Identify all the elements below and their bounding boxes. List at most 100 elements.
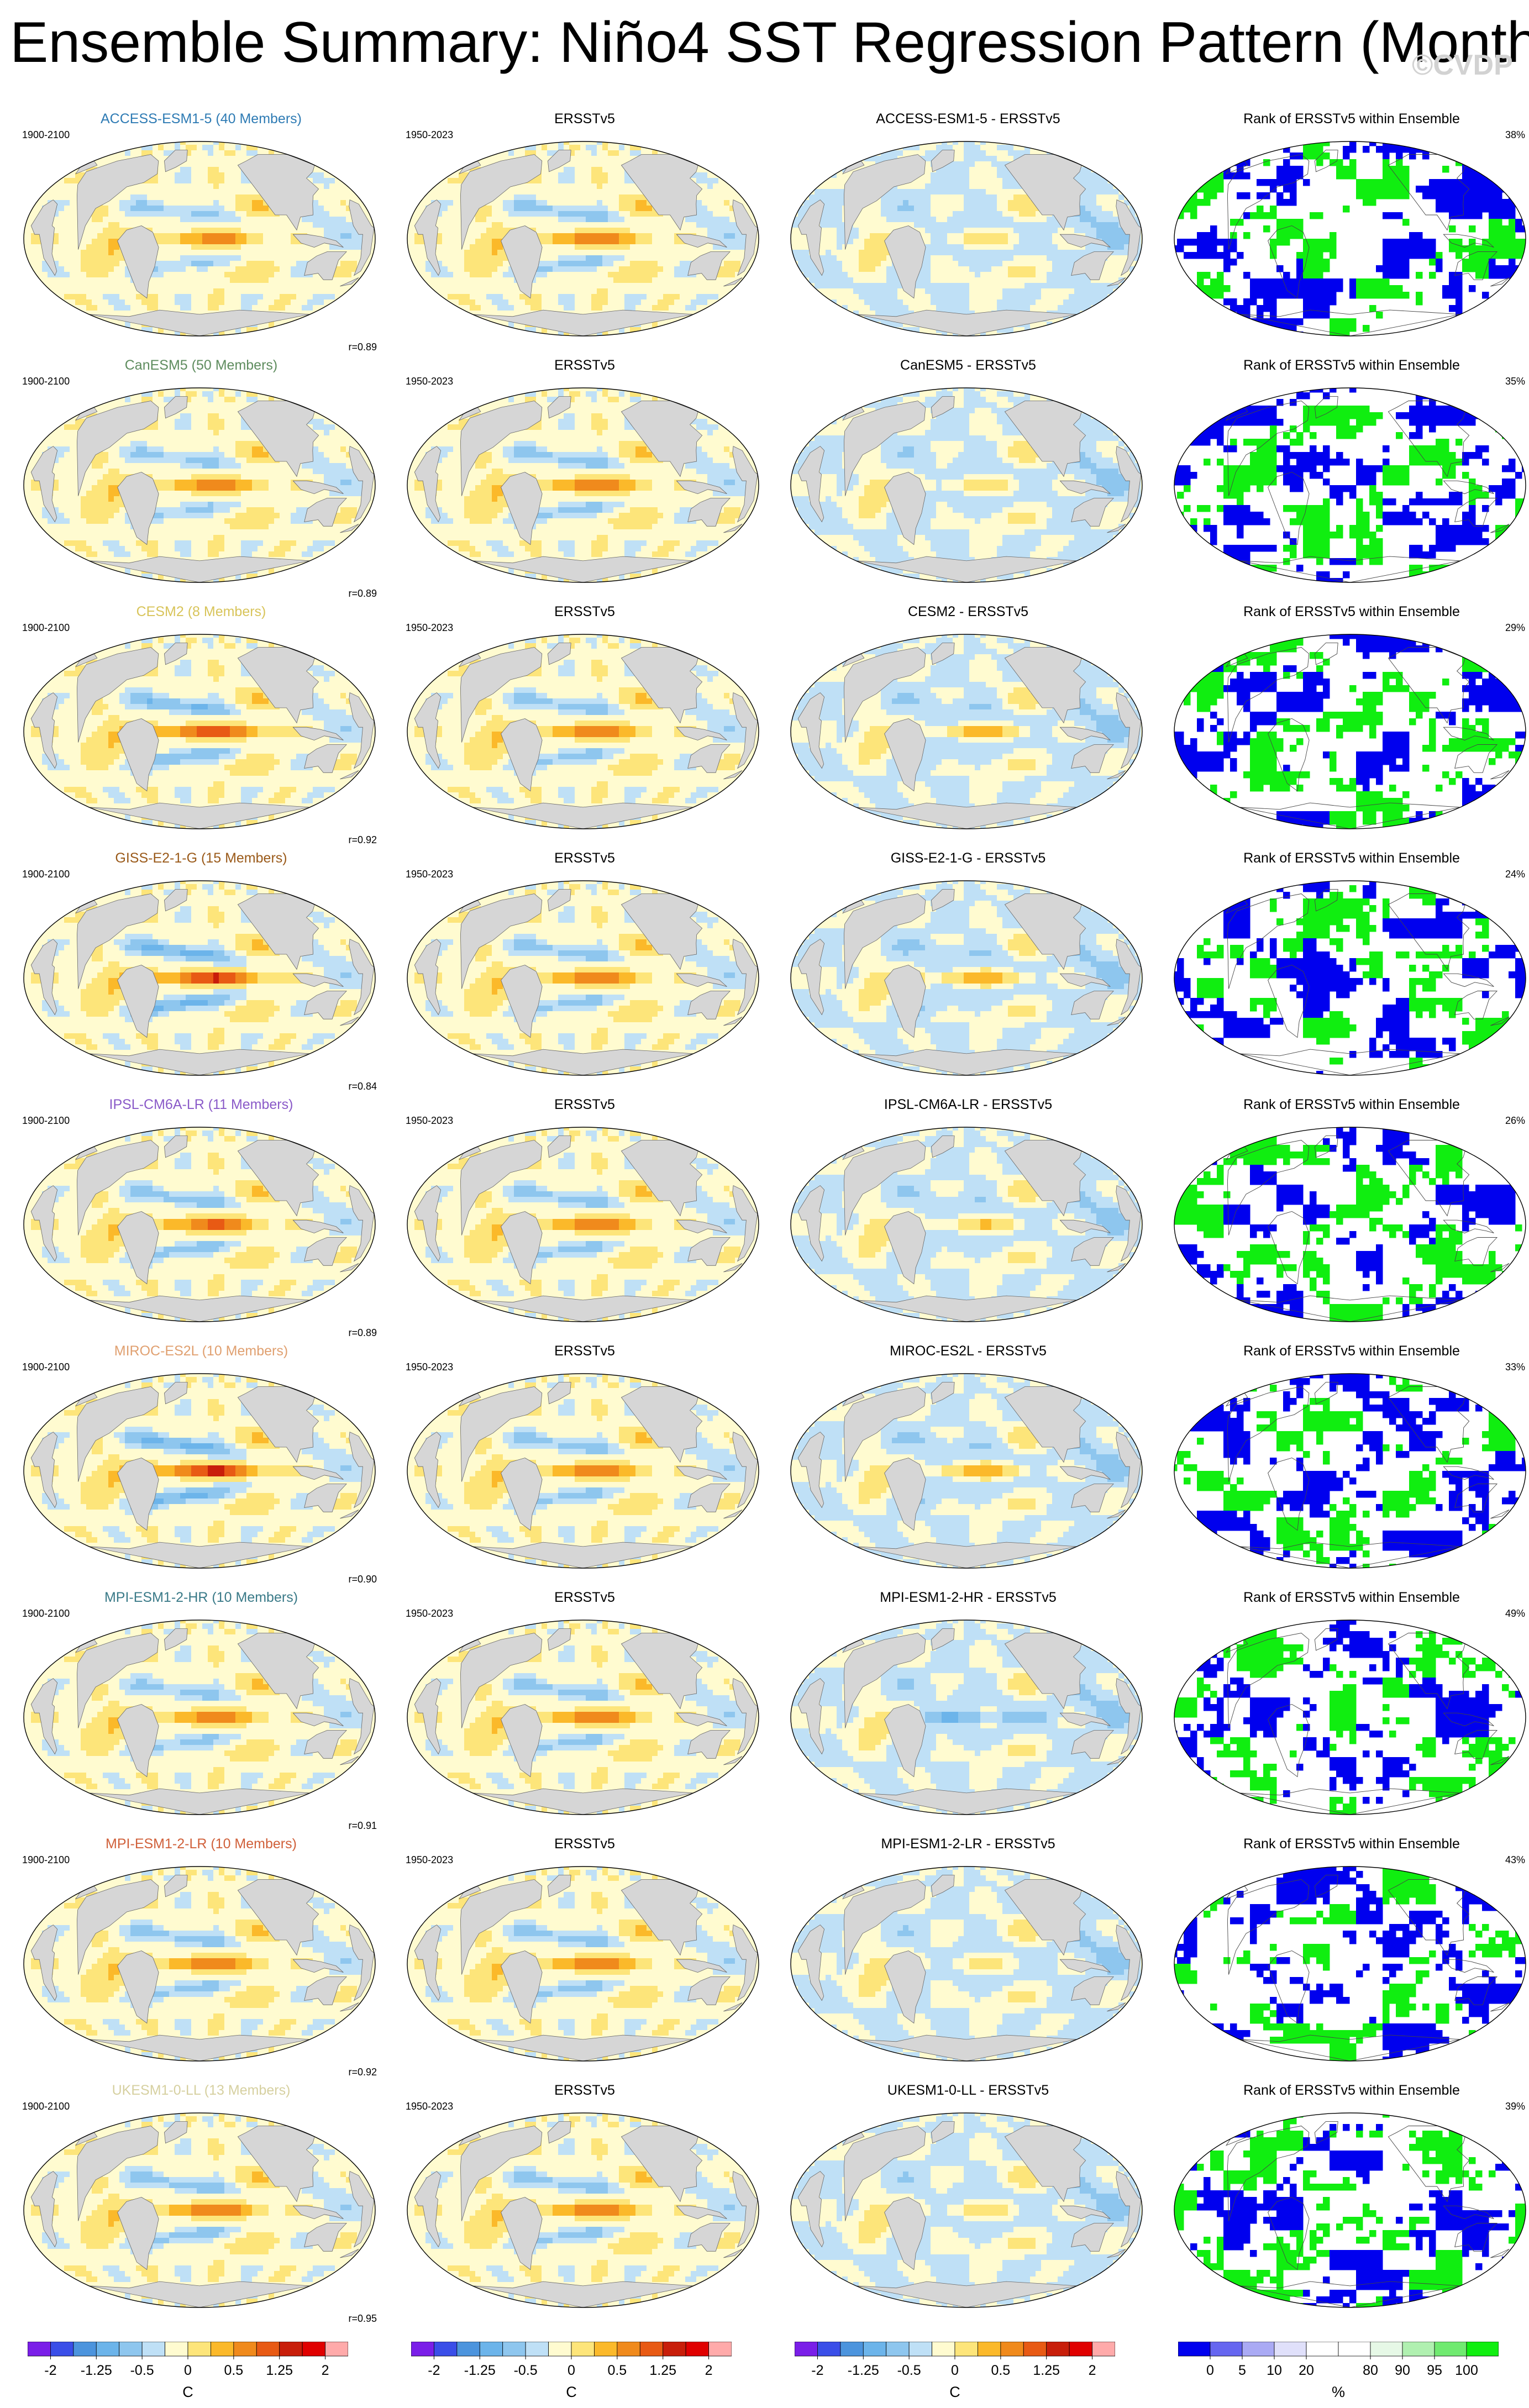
rank-title: Rank of ERSSTv5 within Ensemble <box>1160 1836 1529 1852</box>
obs-sst-map <box>407 634 759 829</box>
obs-sst-map <box>407 141 759 337</box>
colorbar-swatch <box>96 2342 120 2357</box>
colorbar-tick-label: 0 <box>951 2363 959 2379</box>
rank-map <box>1174 1127 1526 1322</box>
pattern-correlation: r=0.92 <box>348 2067 377 2078</box>
colorbar-swatch <box>1000 2342 1024 2357</box>
pattern-correlation: r=0.95 <box>348 2313 377 2325</box>
model-years: 1900-2100 <box>22 376 70 387</box>
colorbar-swatch <box>863 2342 887 2357</box>
colorbar-swatch <box>1370 2342 1403 2357</box>
colorbar-swatch <box>211 2342 234 2357</box>
rank-title: Rank of ERSSTv5 within Ensemble <box>1160 850 1529 866</box>
colorbar-swatch <box>325 2342 348 2357</box>
difference-panel: ACCESS-ESM1-5 - ERSSTv5 <box>777 111 1159 357</box>
difference-title: MPI-ESM1-2-HR - ERSSTv5 <box>777 1589 1159 1606</box>
colorbar-tick-label: -1.25 <box>464 2363 496 2379</box>
colorbar-swatch <box>795 2342 818 2357</box>
colorbar-swatch <box>165 2342 188 2357</box>
colorbar-swatch <box>1434 2342 1467 2357</box>
rank-percent: 38% <box>1505 129 1525 141</box>
difference-sst-map <box>790 634 1143 829</box>
colorbar-swatch <box>434 2342 458 2357</box>
obs-years: 1950-2023 <box>406 869 453 880</box>
pattern-correlation: r=0.89 <box>348 1327 377 1339</box>
obs-years: 1950-2023 <box>406 1361 453 1373</box>
pattern-correlation: r=0.89 <box>348 588 377 600</box>
colorbar-swatches <box>28 2342 348 2359</box>
colorbar-swatch <box>187 2342 211 2357</box>
colorbar-swatches <box>1178 2342 1499 2359</box>
difference-panel: CESM2 - ERSSTv5 <box>777 603 1159 850</box>
sst-colorbar-model: -2 -1.25 -0.5 0 0.5 1.25 2 C <box>28 2342 348 2402</box>
model-panel: UKESM1-0-LL (13 Members) 1900-2100 r=0.95 <box>10 2082 392 2328</box>
colorbar-swatch <box>502 2342 526 2357</box>
pattern-correlation: r=0.89 <box>348 341 377 353</box>
obs-panel: ERSSTv5 1950-2023 <box>393 850 776 1096</box>
obs-panel: ERSSTv5 1950-2023 <box>393 1096 776 1343</box>
colorbar-tick-label: 20 <box>1299 2363 1314 2379</box>
obs-title: ERSSTv5 <box>393 1589 776 1606</box>
colorbar-swatch <box>1069 2342 1092 2357</box>
model-title: ACCESS-ESM1-5 (40 Members) <box>10 111 392 127</box>
obs-title: ERSSTv5 <box>393 2082 776 2099</box>
colorbar-swatch <box>302 2342 325 2357</box>
colorbar-unit: C <box>182 2384 193 2401</box>
obs-years: 1950-2023 <box>406 622 453 634</box>
colorbar-swatch <box>411 2342 434 2357</box>
model-panel: CanESM5 (50 Members) 1900-2100 r=0.89 <box>10 357 392 603</box>
model-title: MIROC-ES2L (10 Members) <box>10 1343 392 1359</box>
rank-title: Rank of ERSSTv5 within Ensemble <box>1160 111 1529 127</box>
model-panel: MPI-ESM1-2-HR (10 Members) 1900-2100 r=0.9… <box>10 1589 392 1836</box>
model-years: 1900-2100 <box>22 129 70 141</box>
colorbar-swatch <box>1242 2342 1275 2357</box>
colorbar-tick-label: 100 <box>1455 2363 1478 2379</box>
difference-title: MPI-ESM1-2-LR - ERSSTv5 <box>777 1836 1159 1852</box>
model-years: 1900-2100 <box>22 1854 70 1866</box>
page-title: Ensemble Summary: Niño4 SST Regression P… <box>10 7 1529 78</box>
colorbar-swatch <box>708 2342 732 2357</box>
model-panel: MIROC-ES2L (10 Members) 1900-2100 r=0.90 <box>10 1343 392 1589</box>
model-title: GISS-E2-1-G (15 Members) <box>10 850 392 866</box>
colorbar-swatch <box>954 2342 978 2357</box>
obs-title: ERSSTv5 <box>393 111 776 127</box>
rank-colorbar: 0 5 10 20 80 90 95 100% <box>1178 2342 1499 2402</box>
difference-panel: UKESM1-0-LL - ERSSTv5 <box>777 2082 1159 2328</box>
sst-colorbar-diff: -2 -1.25 -0.5 0 0.5 1.25 2 C <box>795 2342 1115 2402</box>
rank-percent: 39% <box>1505 2101 1525 2112</box>
obs-title: ERSSTv5 <box>393 1343 776 1359</box>
colorbar-unit: C <box>566 2384 577 2401</box>
model-title: CESM2 (8 Members) <box>10 603 392 620</box>
rank-map <box>1174 634 1526 829</box>
colorbar-swatch <box>233 2342 257 2357</box>
rank-panel: Rank of ERSSTv5 within Ensemble 29% <box>1160 603 1529 850</box>
colorbar-tick-label: -1.25 <box>81 2363 112 2379</box>
model-panel: GISS-E2-1-G (15 Members) 1900-2100 r=0.84 <box>10 850 392 1096</box>
colorbar-unit: C <box>949 2384 960 2401</box>
obs-years: 1950-2023 <box>406 129 453 141</box>
difference-sst-map <box>790 880 1143 1076</box>
colorbar-swatches <box>411 2342 732 2359</box>
colorbar-swatch <box>28 2342 51 2357</box>
colorbar-tick-label: 2 <box>705 2363 713 2379</box>
rank-panel: Rank of ERSSTv5 within Ensemble 39% <box>1160 2082 1529 2328</box>
colorbar-swatch <box>1023 2342 1047 2357</box>
model-panel: CESM2 (8 Members) 1900-2100 r=0.92 <box>10 603 392 850</box>
obs-sst-map <box>407 1620 759 1815</box>
rank-map <box>1174 1373 1526 1569</box>
rank-map <box>1174 1866 1526 2062</box>
model-sst-map <box>23 1620 376 1815</box>
obs-title: ERSSTv5 <box>393 603 776 620</box>
colorbar-tick-label: 1.25 <box>1033 2363 1060 2379</box>
rank-title: Rank of ERSSTv5 within Ensemble <box>1160 2082 1529 2099</box>
colorbar-swatch <box>1210 2342 1243 2357</box>
model-years: 1900-2100 <box>22 622 70 634</box>
rank-percent: 26% <box>1505 1115 1525 1127</box>
colorbar-tick-label: 0.5 <box>224 2363 243 2379</box>
difference-title: GISS-E2-1-G - ERSSTv5 <box>777 850 1159 866</box>
obs-years: 1950-2023 <box>406 2101 453 2112</box>
pattern-correlation: r=0.90 <box>348 1574 377 1585</box>
rank-percent: 24% <box>1505 869 1525 880</box>
difference-sst-map <box>790 1866 1143 2062</box>
difference-title: ACCESS-ESM1-5 - ERSSTv5 <box>777 111 1159 127</box>
